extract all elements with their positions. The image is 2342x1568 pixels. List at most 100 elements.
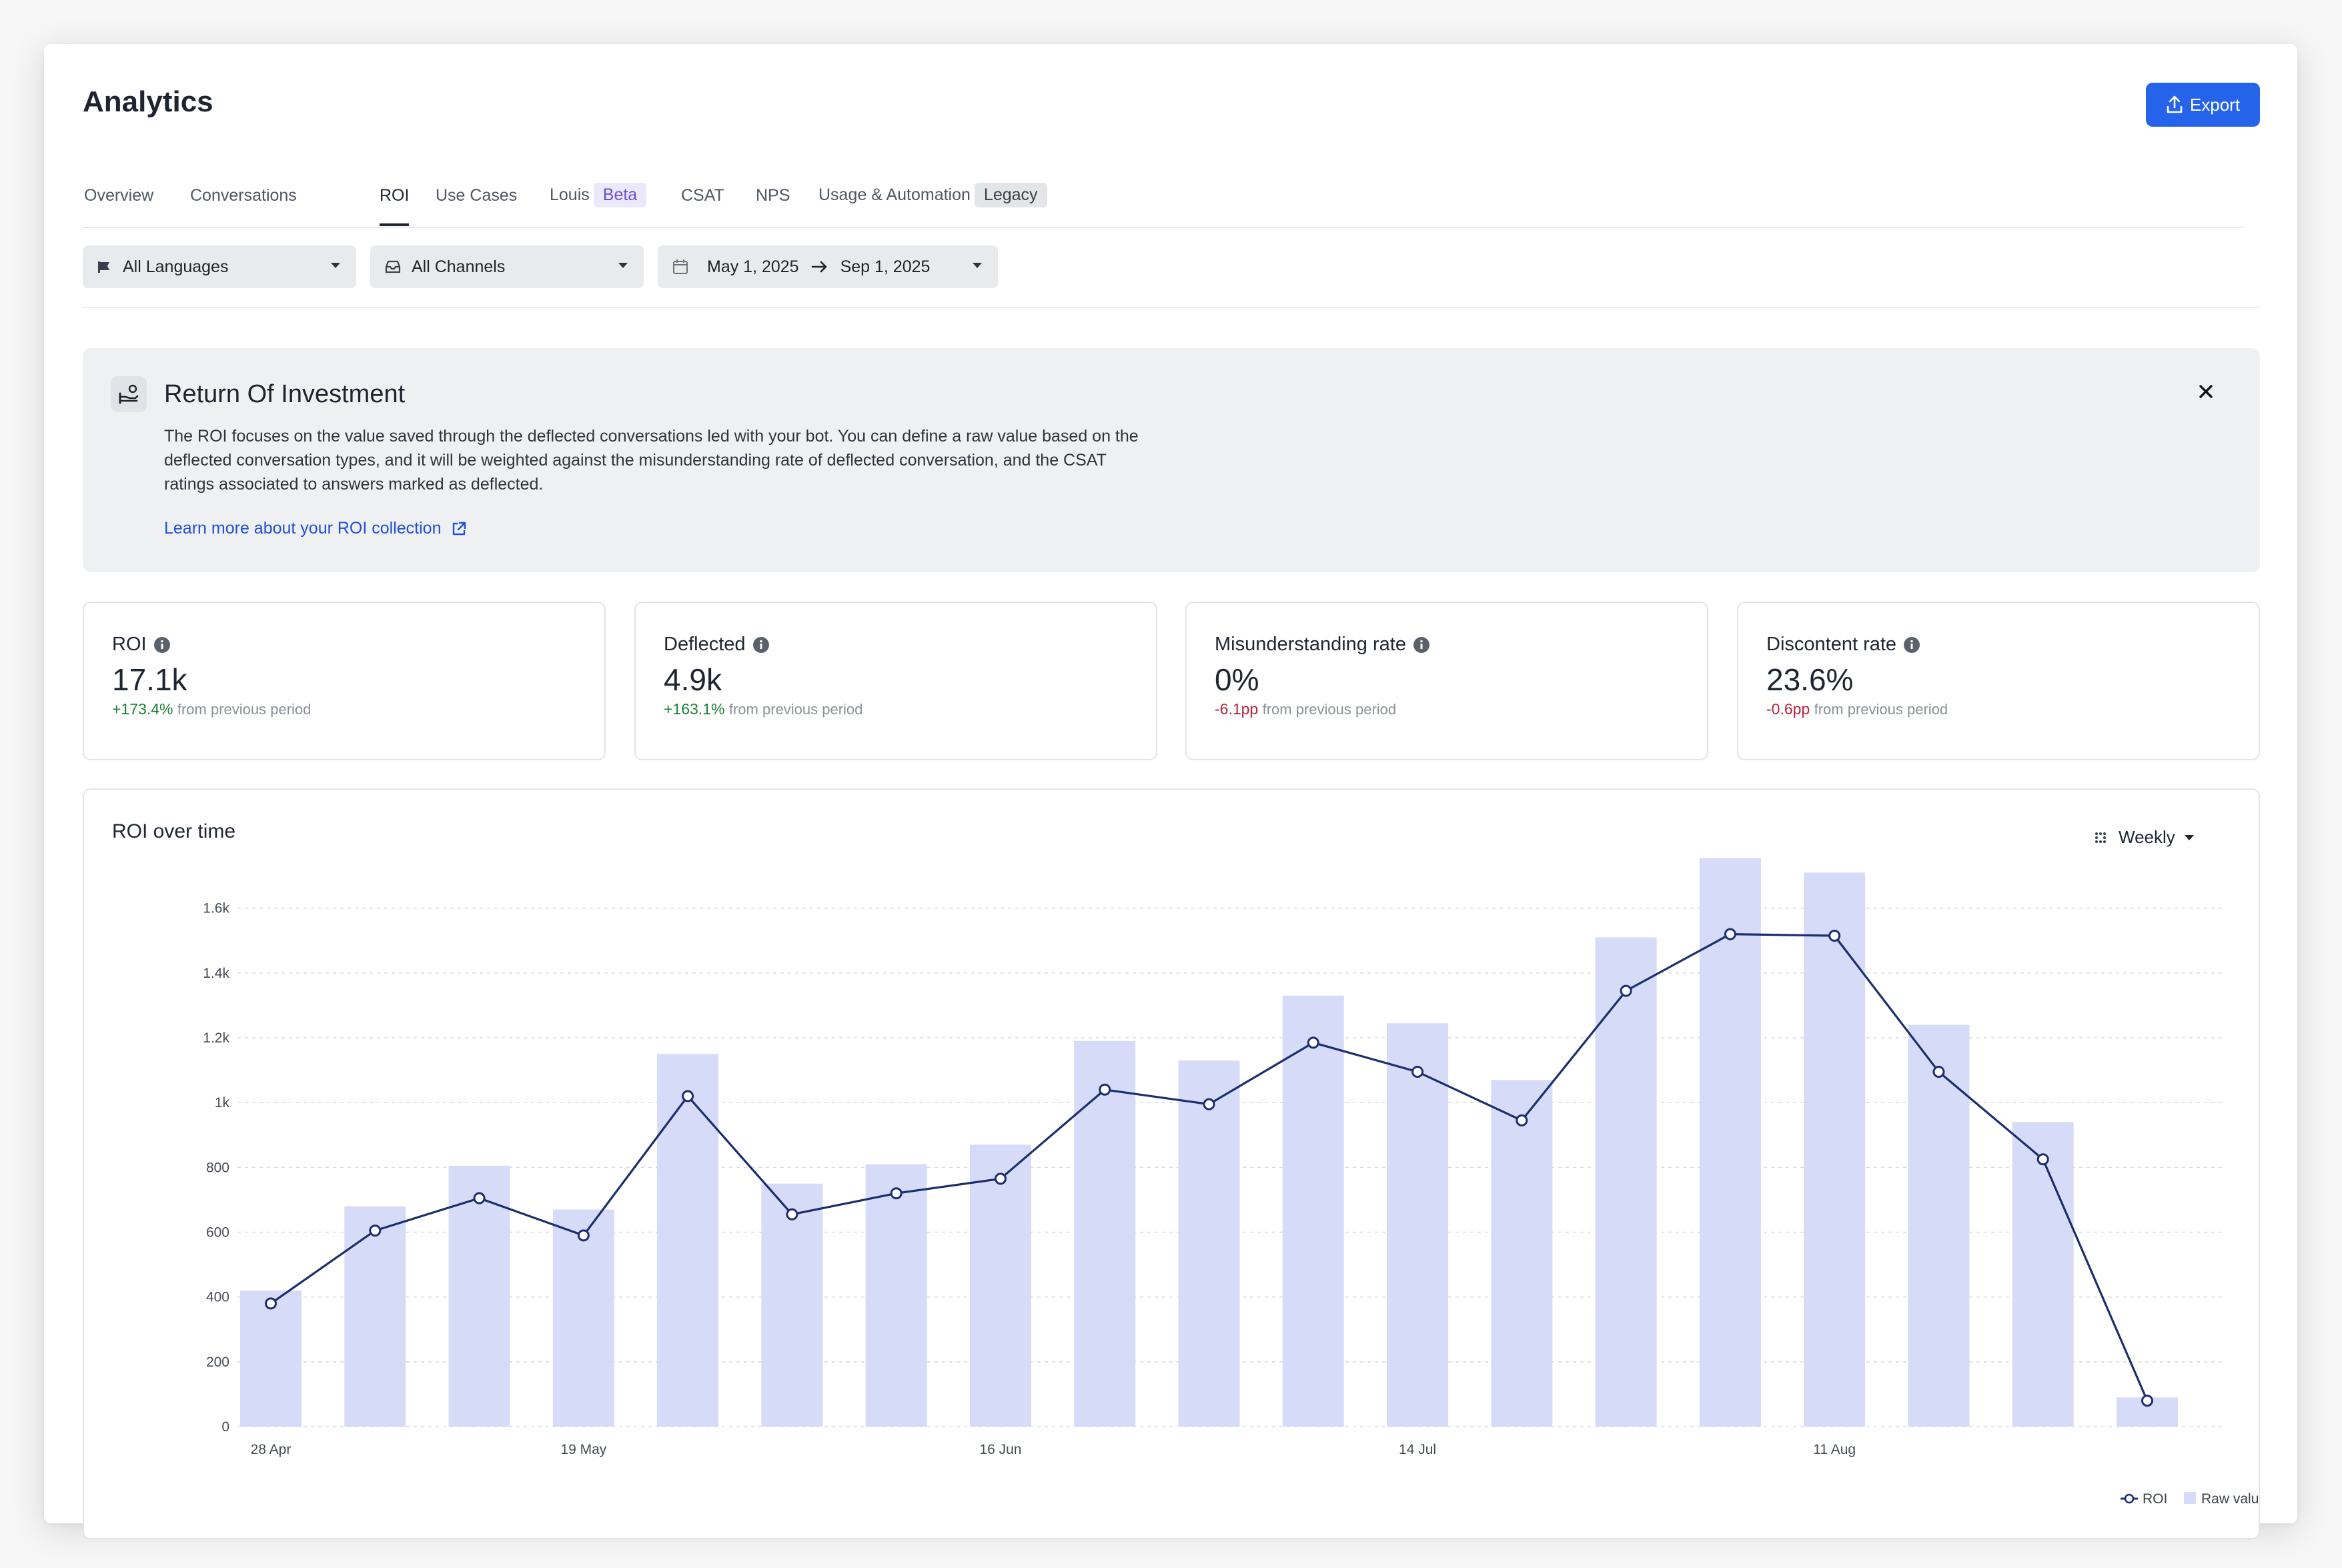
y-tick-label: 1.4k [203, 966, 229, 981]
filters-divider [83, 307, 2260, 308]
roi-point [786, 1208, 798, 1221]
info-description: The ROI focuses on the value saved throu… [164, 427, 1139, 494]
roi-info-panel: Return Of Investment The ROI focuses on … [83, 348, 2260, 572]
roi-point [2141, 1395, 2153, 1407]
language-filter[interactable]: All Languages [83, 245, 356, 288]
bar [1074, 1040, 1136, 1427]
bar [761, 1183, 823, 1427]
tab-overview[interactable]: Overview [84, 186, 154, 205]
tab-nps[interactable]: NPS [756, 186, 790, 205]
info-icon[interactable] [1413, 636, 1430, 654]
y-tick-label: 1.2k [203, 1030, 229, 1046]
date-start: May 1, 2025 [707, 257, 799, 276]
x-tick-label: 19 May [560, 1442, 606, 1457]
info-icon[interactable] [153, 636, 171, 654]
calendar-icon [673, 259, 688, 274]
roi-point [1828, 930, 1841, 942]
stat-card-roi: ROI 17.1k +173.4% from previous period [83, 602, 606, 760]
bar [2012, 1122, 2074, 1427]
chevron-down-icon [2184, 834, 2194, 840]
beta-badge: Beta [593, 183, 647, 207]
roi-point [1203, 1098, 1215, 1110]
upload-icon [2167, 95, 2183, 113]
legend-label-roi: ROI [2143, 1491, 2167, 1507]
tab-use-cases[interactable]: Use Cases [436, 186, 518, 205]
stat-label: Discontent rate [1766, 634, 1920, 656]
bar [1491, 1080, 1553, 1427]
tab-roi[interactable]: ROI [380, 186, 410, 226]
stat-card-discontent: Discontent rate 23.6% -0.6pp from previo… [1737, 602, 2260, 760]
tab-conversations[interactable]: Conversations [190, 186, 297, 205]
x-tick-label: 28 Apr [251, 1442, 291, 1457]
roi-point [1724, 928, 1736, 940]
bar [448, 1165, 510, 1427]
roi-point [1307, 1036, 1319, 1049]
legend-raw-swatch [2184, 1492, 2196, 1504]
granularity-dropdown[interactable]: Weekly [2095, 827, 2195, 848]
roi-point [890, 1187, 903, 1200]
tab-bar: Overview Conversations ROI Use Cases Lou… [83, 141, 2244, 228]
channel-filter-value: All Channels [412, 257, 506, 276]
chevron-down-icon [618, 263, 628, 268]
arrow-right-icon [811, 261, 826, 273]
info-icon[interactable] [752, 636, 770, 654]
x-tick-label: 11 Aug [1813, 1442, 1856, 1457]
roi-point [577, 1229, 590, 1242]
bar [865, 1164, 927, 1427]
date-range-filter[interactable]: May 1, 2025 Sep 1, 2025 [658, 245, 998, 288]
learn-more-label: Learn more about your ROI collection [164, 519, 442, 538]
granularity-label: Weekly [2119, 827, 2175, 847]
learn-more-link[interactable]: Learn more about your ROI collection [164, 519, 467, 538]
bar [1908, 1024, 1970, 1427]
bar [1699, 858, 1761, 1427]
page-title: Analytics [83, 85, 213, 118]
x-tick-label: 16 Jun [979, 1442, 1021, 1457]
roi-point [682, 1090, 694, 1102]
chart-title: ROI over time [112, 820, 236, 842]
bar [969, 1144, 1031, 1427]
legend-roi-marker [2124, 1493, 2135, 1504]
stat-value: 4.9k [664, 662, 722, 697]
dots-grid-icon [2095, 832, 2106, 843]
y-tick-label: 200 [206, 1355, 229, 1370]
analytics-window: Analytics Export Overview Conversations … [44, 44, 2297, 1539]
inbox-icon [385, 260, 401, 273]
stat-label: Deflected [664, 634, 770, 656]
legacy-badge: Legacy [974, 183, 1047, 207]
bar [1178, 1060, 1240, 1427]
bar [1595, 937, 1657, 1427]
legend-label-raw-value: Raw value [2201, 1491, 2259, 1507]
stat-value: 23.6% [1766, 662, 1854, 697]
export-label: Export [2189, 94, 2241, 115]
roi-point [1620, 984, 1632, 997]
date-end: Sep 1, 2025 [840, 257, 931, 276]
x-tick-label: 14 Jul [1399, 1442, 1436, 1457]
stat-label: ROI [112, 634, 171, 656]
chevron-down-icon [973, 263, 982, 268]
bar [1282, 995, 1344, 1427]
tab-usage-automation[interactable]: Usage & Automation Legacy [818, 183, 1047, 223]
stat-card-deflected: Deflected 4.9k +163.1% from previous per… [634, 602, 1157, 760]
bar [657, 1054, 719, 1427]
stat-value: 17.1k [112, 662, 187, 697]
external-link-icon [452, 522, 466, 535]
roi-point [369, 1225, 382, 1237]
roi-icon-box [111, 376, 147, 412]
y-tick-label: 600 [206, 1225, 229, 1241]
roi-point [1411, 1066, 1424, 1078]
bar [552, 1209, 614, 1427]
chevron-down-icon [331, 263, 340, 268]
export-button[interactable]: Export [2146, 83, 2260, 127]
hand-coin-icon [119, 384, 139, 404]
roi-point [1932, 1066, 1945, 1078]
info-icon[interactable] [1903, 636, 1920, 654]
close-icon[interactable] [2199, 384, 2213, 399]
stat-card-misunderstanding: Misunderstanding rate 0% -6.1pp from pre… [1185, 602, 1708, 760]
roi-chart: 0 200 400 600 800 1k 1.2k 1.4k 1.6k 28 Apr 19 May 1… [203, 858, 2259, 1507]
stat-change: -6.1pp from previous period [1215, 700, 1397, 718]
tab-louis[interactable]: Louis Beta [550, 183, 647, 223]
channel-filter[interactable]: All Channels [370, 245, 644, 288]
roi-point [2036, 1153, 2049, 1166]
tab-csat[interactable]: CSAT [681, 186, 724, 205]
y-tick-label: 0 [221, 1419, 229, 1435]
